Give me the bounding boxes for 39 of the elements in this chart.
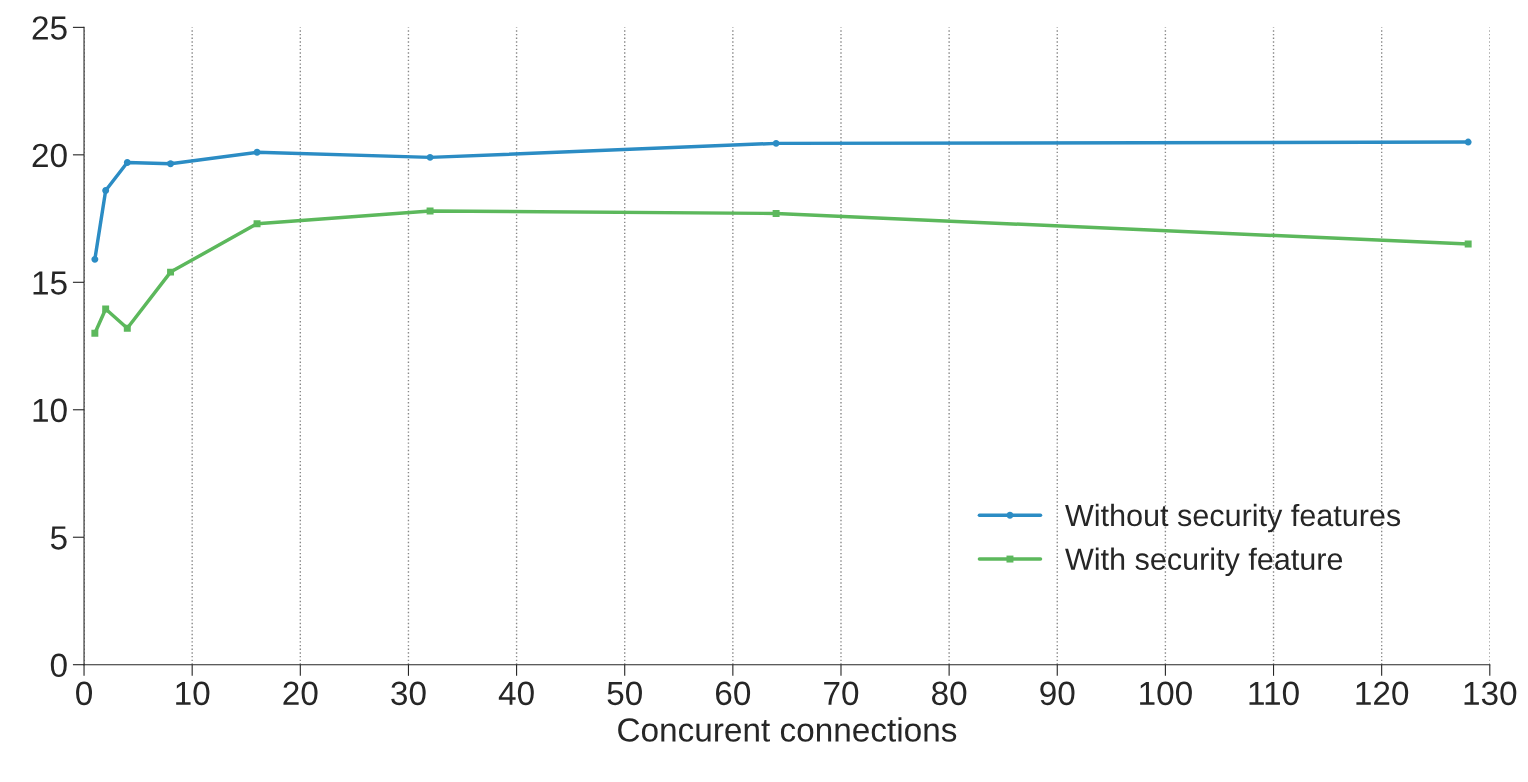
x-tick-label: 60 [716, 681, 751, 706]
point [91, 329, 99, 337]
point [91, 255, 99, 263]
x-tick-label: 110 [1249, 681, 1299, 706]
y-tick-label: 0 [50, 653, 67, 678]
point [167, 268, 175, 276]
x-tick-label: 0 [76, 681, 93, 706]
point [123, 324, 131, 332]
x-tick-label: 10 [176, 681, 210, 706]
point [426, 153, 434, 161]
y-tick-label: 20 [32, 143, 67, 168]
point [1464, 138, 1472, 146]
y-tick-label: 25 [32, 16, 67, 40]
point [123, 159, 131, 166]
x-axis-title: Concurent connections [618, 717, 957, 742]
x-tick-label: 50 [607, 681, 642, 706]
x-tick-label: 30 [391, 681, 426, 706]
x-tick-label: 40 [498, 681, 534, 706]
y-tick-label: 10 [33, 398, 67, 423]
point [253, 220, 261, 228]
point [253, 148, 261, 156]
point [772, 210, 780, 217]
point [102, 305, 110, 313]
x-tick-label: 100 [1140, 681, 1192, 706]
point [426, 207, 434, 215]
x-tick-label: 120 [1356, 681, 1409, 706]
legend-label: Without security features [1065, 503, 1401, 533]
legend-label: With security feature [1065, 547, 1343, 577]
x-tick-label: 90 [1040, 681, 1075, 706]
x-tick-label: 20 [283, 681, 318, 706]
point [167, 160, 175, 168]
x-tick-label: 80 [932, 681, 967, 706]
point [102, 187, 110, 194]
y-tick-label: 5 [50, 526, 67, 550]
y-tick-label: 15 [33, 271, 67, 295]
point [1464, 240, 1472, 248]
x-tick-label: 130 [1464, 681, 1517, 706]
x-tick-label: 70 [824, 681, 859, 706]
point [772, 139, 780, 147]
